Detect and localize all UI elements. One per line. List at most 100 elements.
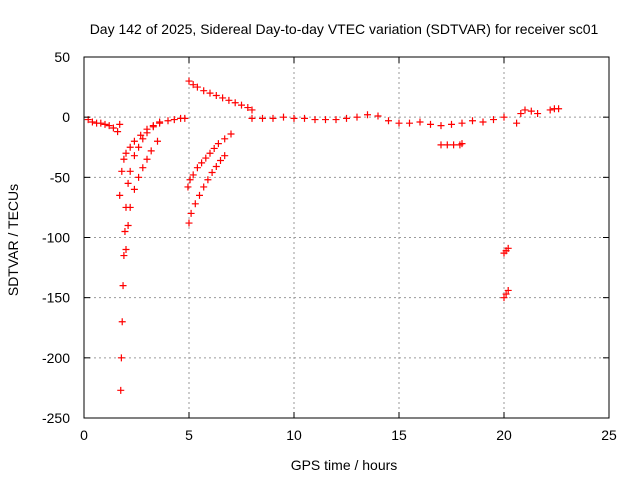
data-point — [200, 183, 208, 191]
series-segment-h — [248, 111, 508, 130]
data-point — [118, 318, 126, 326]
data-point — [191, 200, 199, 208]
data-point — [124, 179, 132, 187]
data-point — [311, 116, 319, 124]
series-segment-i — [437, 140, 466, 149]
data-point — [534, 110, 542, 118]
data-point — [212, 163, 220, 171]
data-point — [427, 120, 434, 128]
data-point — [143, 125, 151, 133]
data-point — [301, 114, 308, 122]
y-tick-label: -250 — [42, 410, 70, 426]
data-point — [121, 227, 129, 235]
data-point — [189, 81, 197, 89]
data-point — [139, 164, 147, 172]
data-point — [225, 96, 233, 104]
x-tick-label: 0 — [80, 427, 88, 443]
data-point — [504, 286, 512, 294]
data-point — [156, 118, 164, 126]
y-tick-label: -100 — [42, 230, 70, 246]
data-point — [122, 246, 130, 254]
data-point — [149, 122, 157, 130]
data-point — [290, 114, 298, 122]
data-point — [217, 156, 224, 164]
chart-title: Day 142 of 2025, Sidereal Day-to-day VTE… — [90, 21, 599, 37]
data-point — [126, 167, 134, 175]
data-point — [130, 152, 138, 160]
data-point — [206, 89, 214, 97]
data-point — [448, 120, 455, 128]
series-segment-j — [500, 244, 512, 257]
data-point — [202, 154, 210, 162]
data-point — [513, 119, 521, 127]
data-point — [184, 183, 192, 191]
data-point — [97, 119, 105, 127]
data-point — [353, 113, 361, 121]
data-point — [117, 354, 125, 362]
data-point — [116, 191, 124, 199]
data-point — [490, 116, 497, 124]
data-point — [101, 120, 109, 128]
data-point — [458, 140, 466, 148]
data-point — [119, 282, 127, 290]
data-point — [443, 141, 451, 149]
data-point — [332, 116, 340, 124]
data-point — [521, 106, 529, 114]
data-point — [221, 135, 229, 143]
data-point — [227, 130, 235, 138]
data-point — [555, 105, 563, 113]
data-point — [248, 106, 256, 114]
data-point — [170, 116, 178, 124]
data-point — [124, 221, 132, 229]
x-tick-label: 5 — [185, 427, 193, 443]
x-tick-label: 15 — [391, 427, 407, 443]
series-segment-e — [185, 77, 256, 114]
x-tick-label: 20 — [496, 427, 512, 443]
series-segment-f — [184, 130, 235, 191]
data-point — [214, 140, 222, 148]
data-point — [135, 143, 143, 151]
series-segment-c — [116, 118, 164, 199]
data-point — [221, 152, 229, 160]
data-point — [130, 185, 138, 193]
y-tick-label: -200 — [42, 350, 70, 366]
y-tick-label: -150 — [42, 290, 70, 306]
x-tick-label: 25 — [601, 427, 617, 443]
data-point — [154, 137, 161, 145]
data-point — [200, 87, 208, 95]
data-point — [248, 114, 256, 122]
data-point — [280, 113, 287, 121]
data-point — [143, 155, 151, 163]
data-point — [120, 252, 128, 260]
data-point — [212, 92, 220, 100]
x-tick-label: 10 — [286, 427, 302, 443]
series-segment-d — [122, 137, 161, 254]
data-point — [147, 147, 155, 155]
data-point — [193, 164, 201, 172]
data-point — [185, 77, 193, 85]
data-point — [437, 141, 445, 149]
data-point — [117, 386, 125, 394]
data-point — [416, 118, 424, 126]
data-point — [500, 113, 508, 121]
data-point — [198, 159, 206, 167]
data-point — [130, 137, 138, 145]
y-axis-label: SDTVAR / TECUs — [5, 184, 21, 296]
data-point — [185, 219, 193, 227]
y-tick-label: -50 — [50, 169, 70, 185]
data-point — [450, 141, 458, 149]
y-axis: 50 0 -50 -100 -150 -200 -250 — [42, 49, 609, 426]
data-point — [135, 173, 143, 181]
series-segment-b — [117, 114, 189, 394]
data-point — [114, 128, 122, 136]
data-point — [231, 99, 239, 107]
y-tick-label: 0 — [62, 109, 70, 125]
data-point — [137, 131, 145, 139]
data-point — [517, 110, 525, 118]
data-point — [546, 106, 554, 114]
series-segment-a — [84, 116, 124, 136]
data-point — [88, 118, 96, 126]
data-point — [120, 155, 128, 163]
data-point — [196, 191, 203, 199]
data-point — [479, 118, 487, 126]
